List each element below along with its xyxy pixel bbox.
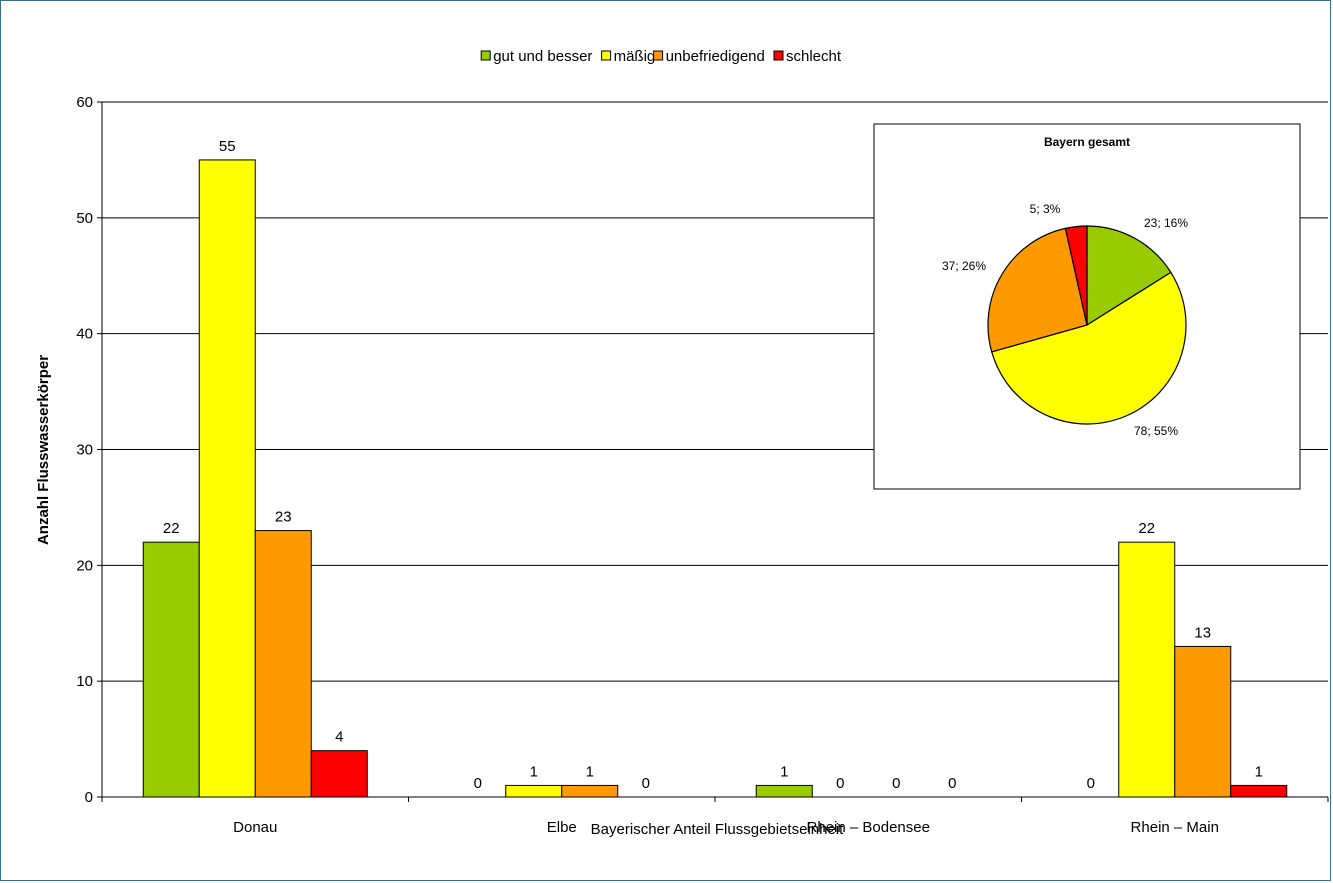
pie-slice (990, 271, 1187, 425)
bar (1230, 784, 1288, 798)
y-tick-label: 40 (76, 326, 93, 343)
pie-slice-label: 23; 16% (1144, 216, 1188, 230)
legend-label: mäßig (614, 48, 656, 65)
y-tick-label: 0 (85, 789, 93, 806)
legend-label: schlecht (786, 48, 842, 65)
pie-slice-label: 37; 26% (942, 259, 986, 273)
bar-value-label: 23 (275, 509, 292, 526)
x-axis-label: Bayerischer Anteil Flussgebietseinheit (591, 821, 844, 838)
bar (198, 159, 256, 798)
legend: gut und besser mäßig unbefriedigend schlech… (480, 48, 842, 65)
y-tick-label: 10 (76, 673, 93, 690)
bar (1118, 541, 1176, 798)
bar-value-label: 0 (836, 775, 844, 792)
bar (142, 541, 200, 798)
y-tick-label: 20 (76, 557, 93, 574)
y-axis-label: Anzahl Flusswasserkörper (35, 355, 52, 545)
bar-value-label: 0 (642, 775, 650, 792)
y-axis: 0 10 20 30 40 50 60 (76, 94, 103, 806)
legend-swatch (601, 50, 612, 61)
legend-swatch (653, 50, 664, 61)
bar-value-label: 1 (530, 763, 538, 780)
bar (505, 784, 563, 798)
bar-value-label: 1 (586, 763, 594, 780)
bar-value-label: 55 (219, 138, 236, 155)
bar-value-label: 13 (1194, 624, 1211, 641)
bar-value-label: 0 (1087, 775, 1095, 792)
bar-value-label: 4 (335, 729, 343, 746)
pie-inset: Bayern gesamt 23; 16% 78; 55% 37; 26% 5; 3% (873, 123, 1301, 490)
y-tick-label: 50 (76, 210, 93, 227)
data-labels: 22 55 23 4 0 1 1 0 1 0 0 0 0 22 13 1 (163, 138, 1263, 792)
pie-slice-label: 78; 55% (1134, 424, 1178, 438)
pie-slice (987, 227, 1088, 353)
x-tick-label: Rhein – Bodensee (807, 819, 930, 836)
bars (142, 159, 1288, 798)
pie-slice (1086, 225, 1172, 327)
y-tick-label: 30 (76, 442, 93, 459)
legend-label: unbefriedigend (666, 48, 765, 65)
bar-value-label: 22 (1138, 520, 1155, 537)
bar (1174, 645, 1232, 798)
pie: 23; 16% 78; 55% 37; 26% 5; 3% (942, 202, 1188, 438)
legend-swatch (773, 50, 784, 61)
pie-slice-label: 5; 3% (1030, 202, 1061, 216)
x-tick-label: Rhein – Main (1131, 819, 1219, 836)
bar-value-label: 1 (1255, 763, 1263, 780)
bar (561, 784, 619, 798)
pie-slice (1064, 225, 1088, 326)
x-tick-label: Elbe (547, 819, 577, 836)
legend-label: gut und besser (493, 48, 592, 65)
x-tick-label: Donau (233, 819, 277, 836)
bar-value-label: 0 (948, 775, 956, 792)
bar (254, 530, 312, 798)
bar-value-label: 1 (780, 763, 788, 780)
bar-value-label: 0 (892, 775, 900, 792)
bar-value-label: 0 (474, 775, 482, 792)
pie-title: Bayern gesamt (1044, 135, 1130, 149)
bar (310, 750, 368, 798)
legend-swatch (480, 50, 491, 61)
bar-value-label: 22 (163, 520, 180, 537)
y-tick-label: 60 (76, 94, 93, 111)
bar (755, 784, 813, 798)
